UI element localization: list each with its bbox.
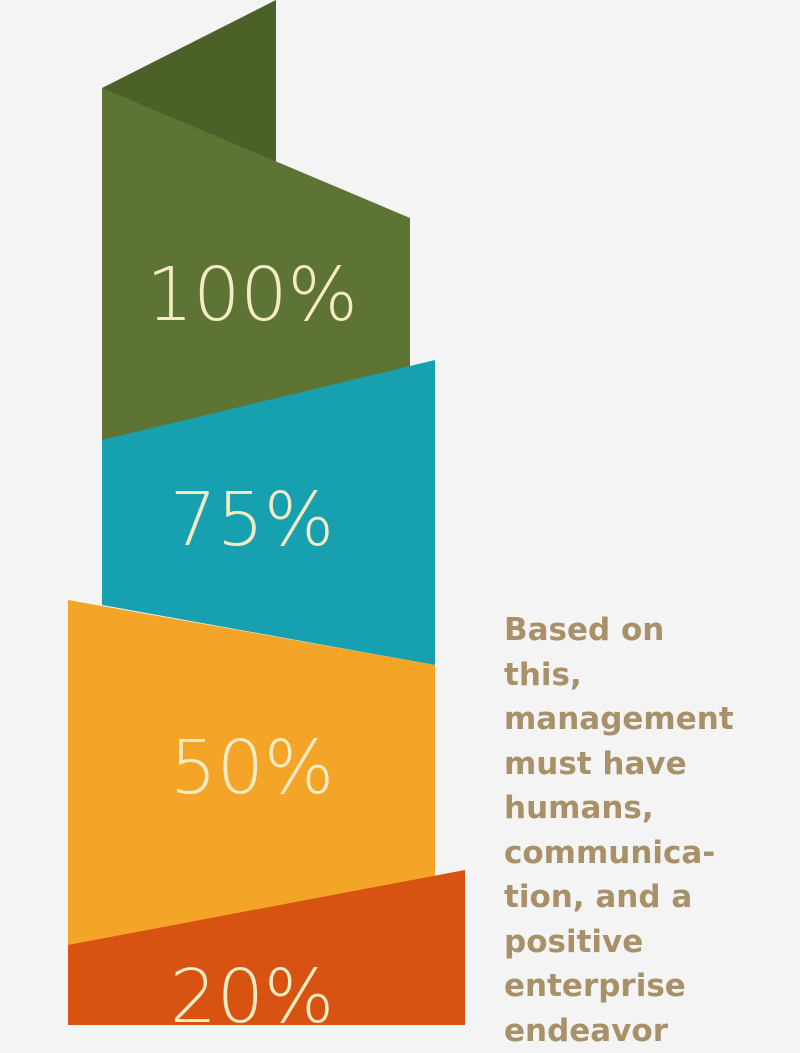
segment-20-label: 20% (170, 954, 334, 1025)
description-line: must have (504, 742, 764, 787)
description-line: enterprise (504, 964, 764, 1009)
description-line: management (504, 697, 764, 742)
description-text: Based on this, management must have huma… (504, 608, 764, 1053)
segment-100-label: 100% (146, 252, 358, 338)
description-line: tion, and a (504, 875, 764, 920)
description-line: endeavor (504, 1009, 764, 1053)
segment-75-label: 75% (170, 477, 334, 563)
description-line: positive (504, 920, 764, 965)
description-line: this, (504, 653, 764, 698)
description-line: Based on (504, 608, 764, 653)
description-line: humans, (504, 786, 764, 831)
description-line: communica- (504, 831, 764, 876)
segment-50-label: 50% (170, 725, 334, 811)
